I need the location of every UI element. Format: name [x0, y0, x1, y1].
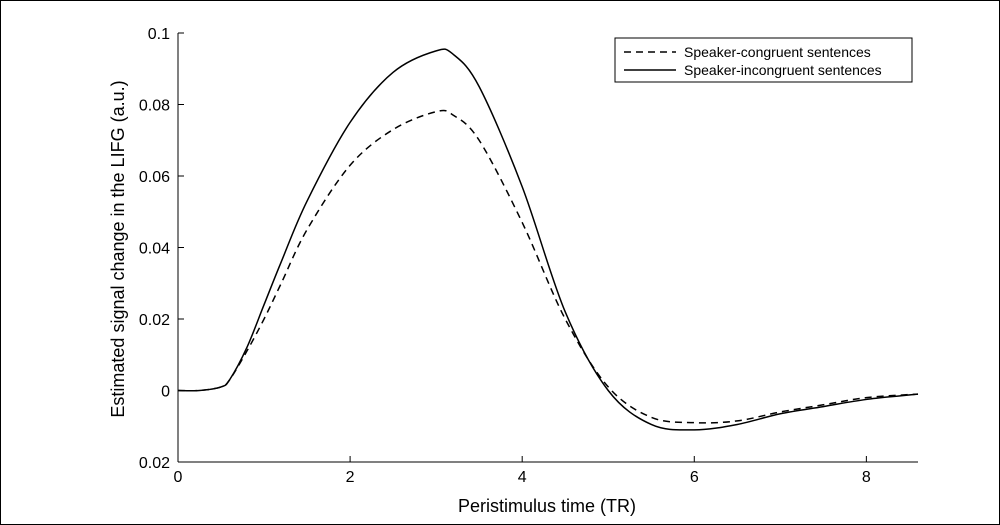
- series-group: [177, 48, 919, 431]
- legend-label-incongruent: Speaker-incongruent sentences: [684, 62, 882, 78]
- x-axis-title: Peristimulus time (TR): [458, 496, 636, 516]
- y-axis-title: Estimated signal change in the LIFG (a.u…: [108, 80, 128, 417]
- x-tick-label: 8: [862, 469, 871, 486]
- y-tick-label: 0.06: [139, 169, 170, 186]
- legend: Speaker-congruent sentences Speaker-inco…: [614, 37, 913, 83]
- axes: [177, 33, 918, 463]
- y-tick-label: 0.1: [148, 26, 170, 43]
- legend-label-congruent: Speaker-congruent sentences: [684, 44, 871, 60]
- legend-box: [614, 37, 913, 83]
- y-tick-label: 0.04: [139, 241, 170, 258]
- x-tick-label: 0: [174, 469, 183, 486]
- y-tick-label: 0.08: [139, 98, 170, 115]
- x-tick-label: 6: [690, 469, 699, 486]
- series-line-congruent: [177, 109, 919, 424]
- y-tick-label: 0: [161, 384, 170, 401]
- series-line-incongruent: [177, 48, 919, 431]
- x-tick-label: 4: [518, 469, 527, 486]
- y-tick-label: 0.02: [139, 455, 170, 472]
- y-tick-label: 0.02: [139, 312, 170, 329]
- x-tick-label: 2: [346, 469, 355, 486]
